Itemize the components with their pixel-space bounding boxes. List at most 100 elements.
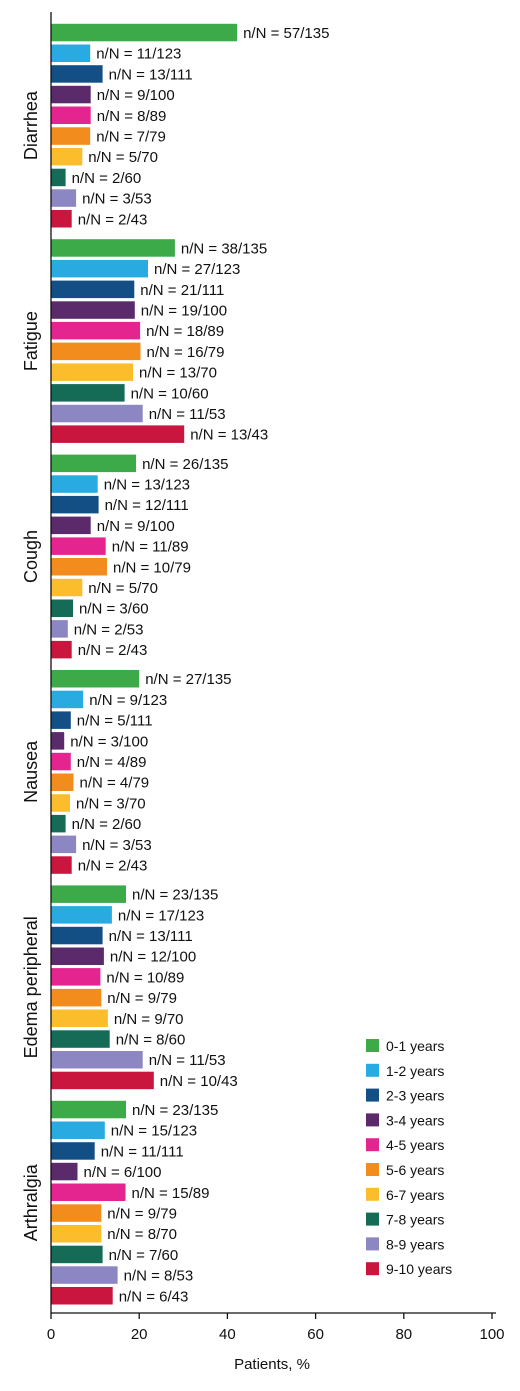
bar-diarrhea-3	[51, 85, 91, 104]
bar-cough-5	[51, 558, 107, 576]
bar-data-label: n/N = 11/89	[112, 539, 189, 556]
bar-arthralgia-2	[51, 1142, 95, 1160]
bar-data-label: n/N = 21/111	[140, 282, 224, 299]
bar-data-label: n/N = 5/111	[77, 713, 153, 730]
legend-label: 8-9 years	[386, 1236, 444, 1252]
category-label-diarrhea: Diarrhea	[21, 90, 41, 160]
bar-cough-8	[51, 620, 68, 638]
bar-data-label: n/N = 3/53	[82, 191, 152, 208]
bar-diarrhea-5	[51, 127, 91, 145]
bar-data-label: n/N = 18/89	[146, 323, 224, 340]
bar-arthralgia-5	[51, 1204, 102, 1222]
bar-data-label: n/N = 8/70	[107, 1226, 177, 1243]
legend-label: 4-5 years	[386, 1137, 444, 1153]
bar-cough-9	[51, 640, 72, 659]
bar-cough-7	[51, 599, 73, 617]
legend-swatch	[366, 1212, 379, 1226]
bar-data-label: n/N = 9/70	[114, 1011, 184, 1028]
x-tick-label: 100	[479, 1326, 504, 1343]
legend-label: 1-2 years	[386, 1063, 444, 1079]
bar-data-label: n/N = 8/89	[97, 108, 167, 125]
bar-cough-3	[51, 516, 91, 535]
bar-fatigue-8	[51, 404, 143, 423]
bar-cough-1	[51, 475, 98, 493]
bar-data-label: n/N = 5/70	[88, 580, 158, 597]
bar-edema-peripheral-2	[51, 926, 103, 945]
legend-swatch	[366, 1262, 379, 1276]
bar-data-label: n/N = 8/53	[124, 1268, 194, 1285]
bar-nausea-2	[51, 711, 71, 729]
bar-fatigue-9	[51, 425, 185, 443]
legend-label: 9-10 years	[386, 1261, 452, 1277]
bar-data-label: n/N = 27/135	[145, 671, 231, 688]
bar-data-label: n/N = 23/135	[132, 1102, 218, 1119]
bar-data-label: n/N = 13/111	[109, 66, 193, 83]
bar-data-label: n/N = 38/135	[181, 240, 267, 257]
bar-data-label: n/N = 9/100	[97, 87, 175, 104]
bar-data-label: n/N = 3/70	[76, 795, 146, 812]
bar-data-label: n/N = 2/53	[74, 621, 144, 638]
bar-data-label: n/N = 10/79	[113, 559, 191, 576]
bar-arthralgia-1	[51, 1121, 105, 1139]
bar-data-label: n/N = 7/60	[109, 1247, 179, 1264]
bar-data-label: n/N = 5/70	[88, 149, 158, 166]
bar-data-label: n/N = 4/89	[77, 754, 147, 771]
legend-swatch	[366, 1138, 379, 1152]
bar-diarrhea-7	[51, 168, 66, 187]
bar-fatigue-7	[51, 384, 125, 402]
bar-cough-6	[51, 578, 83, 597]
bar-nausea-6	[51, 794, 70, 812]
bar-nausea-5	[51, 773, 74, 791]
bar-edema-peripheral-6	[51, 1009, 108, 1027]
category-label-cough: Cough	[21, 530, 41, 583]
bar-data-label: n/N = 12/111	[105, 497, 189, 514]
bar-fatigue-6	[51, 363, 133, 381]
bar-fatigue-5	[51, 342, 141, 361]
bar-data-label: n/N = 2/43	[78, 642, 148, 659]
category-label-fatigue: Fatigue	[21, 311, 41, 371]
bar-data-label: n/N = 10/43	[160, 1073, 238, 1090]
bar-diarrhea-2	[51, 65, 103, 83]
bar-data-label: n/N = 12/100	[110, 949, 196, 966]
bar-diarrhea-1	[51, 44, 91, 62]
bar-data-label: n/N = 2/43	[78, 858, 148, 875]
bar-nausea-1	[51, 690, 84, 709]
bar-data-label: n/N = 13/43	[190, 427, 268, 444]
legend-swatch	[366, 1237, 379, 1251]
bar-data-label: n/N = 10/60	[131, 385, 209, 402]
bar-arthralgia-3	[51, 1162, 78, 1181]
bar-fatigue-3	[51, 301, 135, 319]
bar-arthralgia-8	[51, 1266, 118, 1284]
bar-data-label: n/N = 8/60	[116, 1032, 186, 1049]
bar-arthralgia-6	[51, 1225, 102, 1243]
bar-diarrhea-8	[51, 189, 77, 207]
bar-data-label: n/N = 17/123	[118, 907, 204, 924]
legend-label: 6-7 years	[386, 1187, 444, 1203]
bar-data-label: n/N = 2/43	[78, 211, 148, 228]
bar-fatigue-1	[51, 259, 148, 278]
legend-swatch	[366, 1039, 379, 1052]
legend: 0-1 years 1-2 years 2-3 years 3-4 years 4-5 …	[366, 1038, 452, 1277]
legend-swatch	[366, 1088, 379, 1102]
bar-data-label: n/N = 26/135	[142, 456, 228, 473]
bar-data-label: n/N = 11/53	[149, 1052, 226, 1069]
bar-data-label: n/N = 11/53	[149, 406, 226, 423]
x-tick-label: 40	[219, 1326, 236, 1343]
legend-swatch	[366, 1113, 379, 1127]
bar-data-label: n/N = 2/60	[72, 816, 142, 833]
bar-data-label: n/N = 13/123	[104, 477, 190, 494]
bar-diarrhea-9	[51, 210, 72, 228]
bar-fatigue-2	[51, 280, 135, 299]
category-label-arthralgia: Arthralgia	[21, 1163, 41, 1241]
bar-data-label: n/N = 6/100	[84, 1164, 162, 1181]
bar-data-label: n/N = 13/70	[139, 365, 217, 382]
bar-arthralgia-0	[51, 1100, 126, 1119]
bar-nausea-8	[51, 835, 77, 854]
bar-data-label: n/N = 6/43	[119, 1288, 189, 1305]
bar-data-label: n/N = 27/123	[154, 261, 240, 278]
legend-swatch	[366, 1063, 379, 1077]
bar-data-label: n/N = 9/123	[89, 692, 167, 709]
legend-swatch	[366, 1163, 379, 1176]
bar-arthralgia-9	[51, 1287, 113, 1305]
